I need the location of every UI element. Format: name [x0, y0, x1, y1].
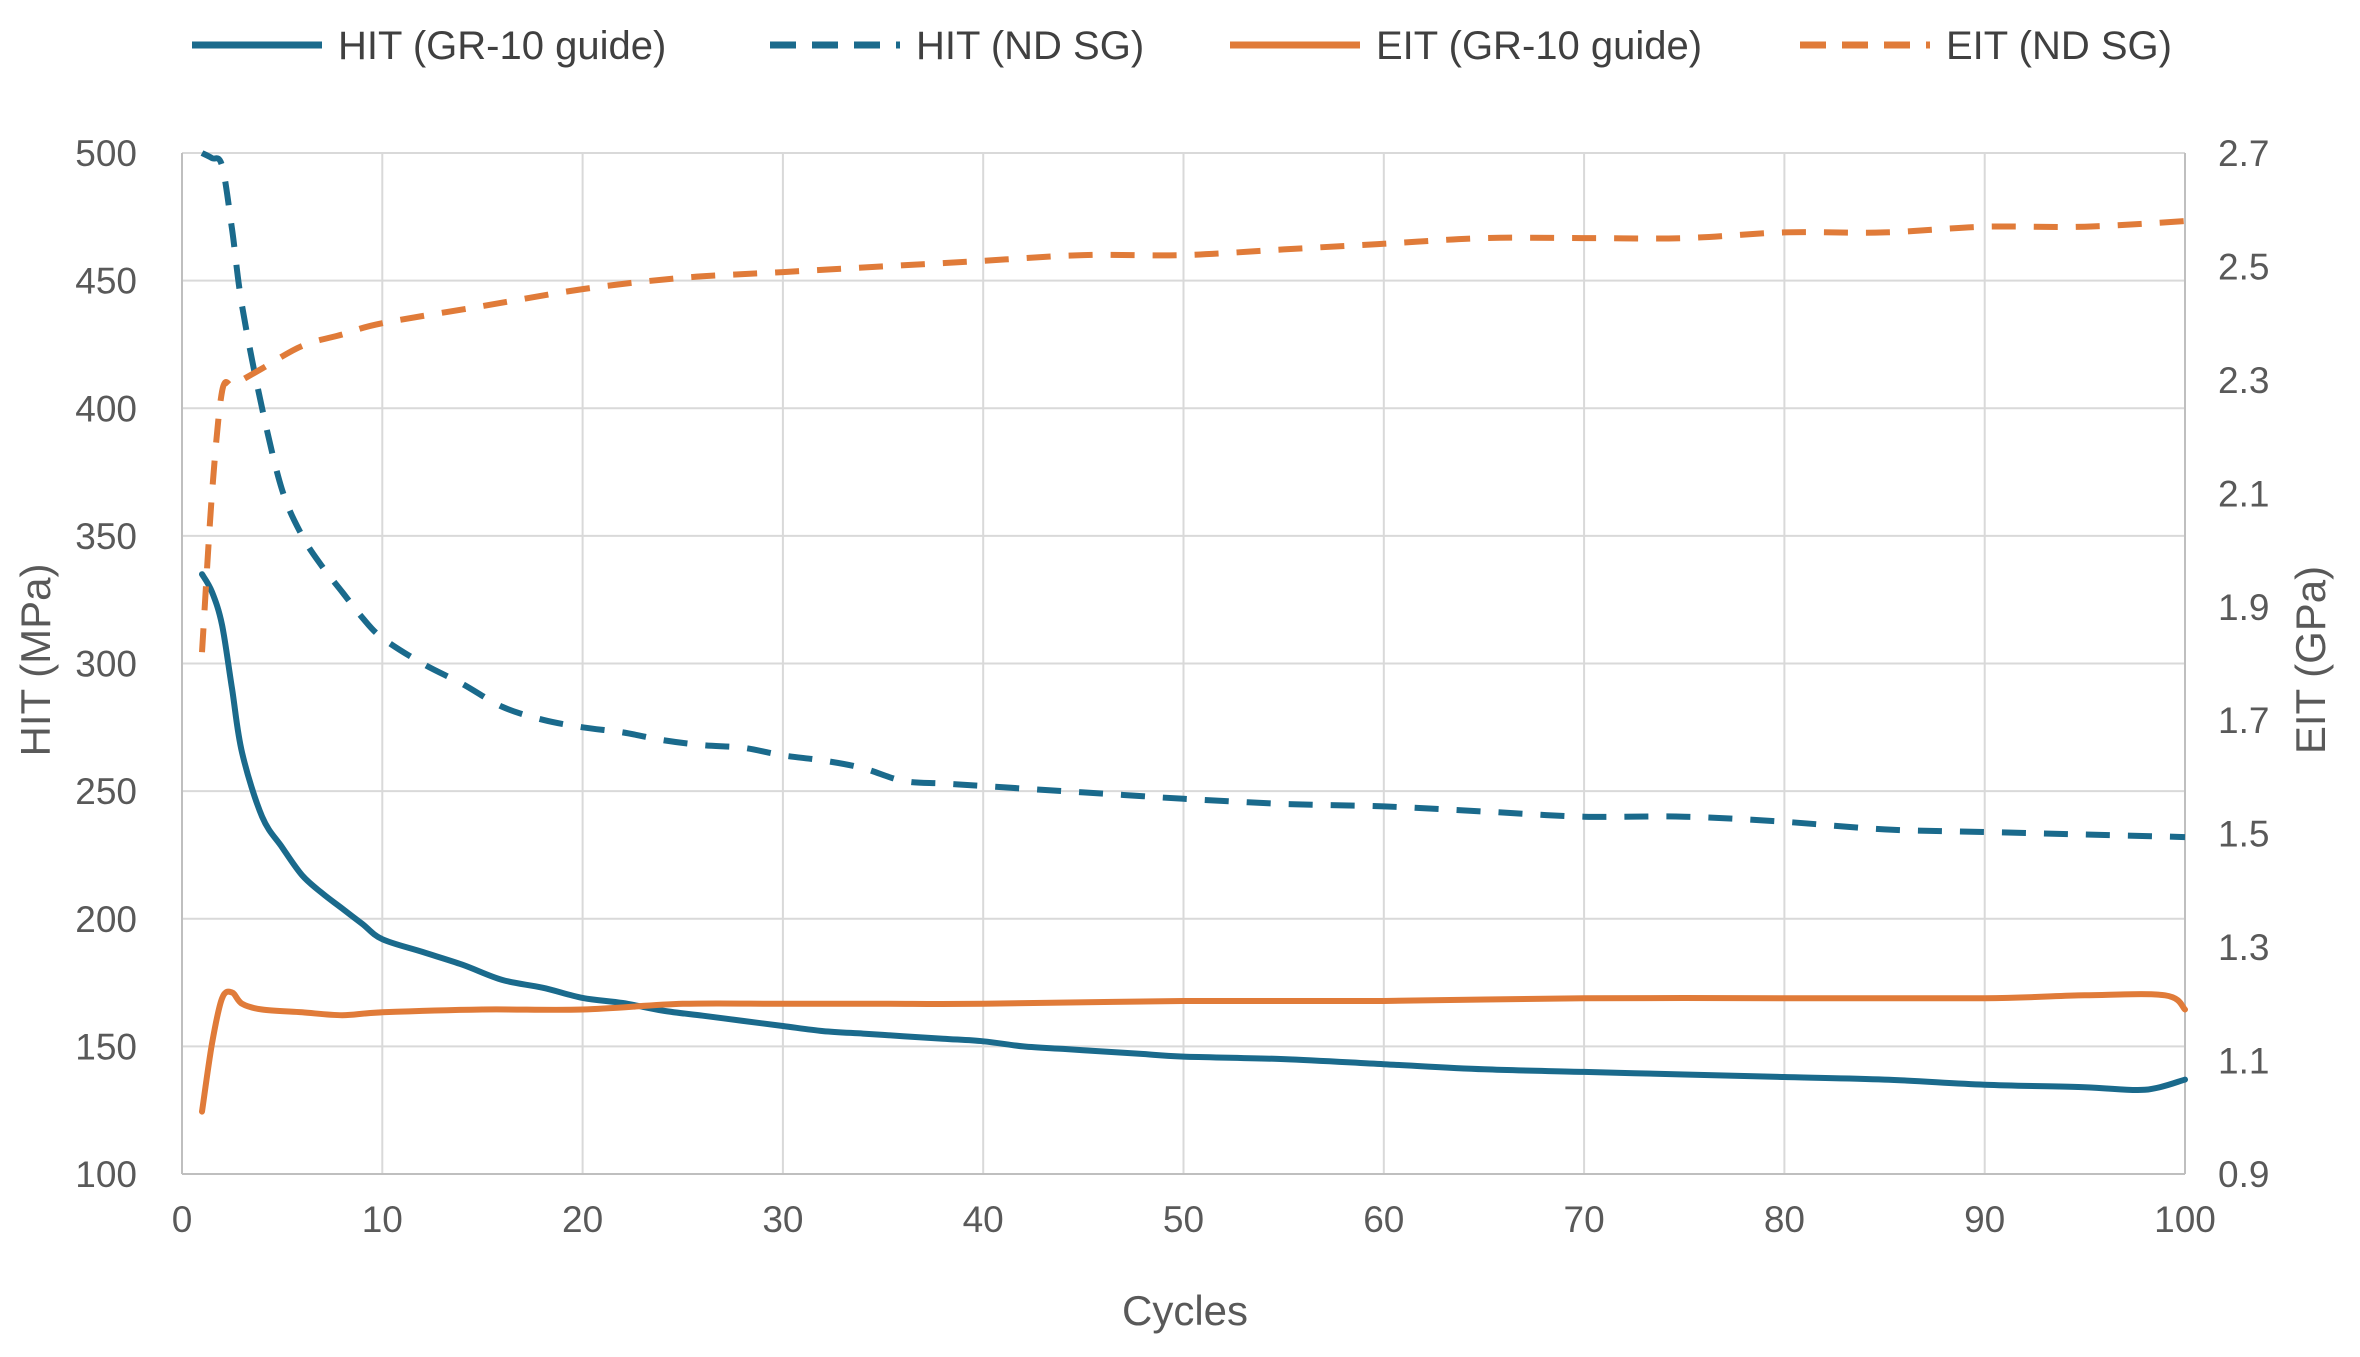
series-lines: [199, 150, 2188, 1115]
y-tick-label: 250: [75, 771, 137, 812]
y2-tick-label: 1.3: [2218, 927, 2269, 968]
series-hit-gr10-line: [199, 571, 2188, 1094]
x-tick-label: 80: [1764, 1199, 1805, 1240]
legend-item-hit-ndsg: HIT (ND SG): [770, 24, 1144, 68]
x-tick-label: 0: [172, 1199, 193, 1240]
legend-label-eit-gr10: EIT (GR-10 guide): [1376, 24, 1702, 68]
y2-tick-label: 1.5: [2218, 814, 2269, 855]
y2-tick-label: 0.9: [2218, 1154, 2269, 1195]
tick-labels: 0 10 20 30 40 50 60 70 80 90 100 100 150 200 250 300 350…: [75, 133, 2269, 1240]
series-eit-ndsg-line: [199, 218, 2186, 653]
y-tick-label: 150: [75, 1026, 137, 1067]
y-tick-label: 500: [75, 133, 137, 174]
y-tick-label: 200: [75, 899, 137, 940]
x-tick-label: 40: [963, 1199, 1004, 1240]
y2-tick-label: 1.7: [2218, 700, 2269, 741]
gridlines: [181, 152, 2186, 1175]
legend-item-eit-ndsg: EIT (ND SG): [1800, 24, 2172, 68]
x-tick-label: 30: [762, 1199, 803, 1240]
y2-tick-label: 1.9: [2218, 587, 2269, 628]
y2-tick-label: 2.5: [2218, 246, 2269, 287]
legend-item-hit-gr10: HIT (GR-10 guide): [192, 24, 666, 68]
y-tick-label: 400: [75, 388, 137, 429]
legend: HIT (GR-10 guide) HIT (ND SG) EIT (GR-10…: [192, 24, 2172, 68]
y-axis-title: HIT (MPa): [12, 564, 59, 757]
x-tick-label: 60: [1363, 1199, 1404, 1240]
series-hit-ndsg-line: [200, 150, 2186, 841]
y2-tick-label: 2.7: [2218, 133, 2269, 174]
x-axis-title: Cycles: [1122, 1287, 1248, 1334]
y-tick-label: 450: [75, 261, 137, 302]
y-tick-label: 300: [75, 644, 137, 685]
y-tick-label: 350: [75, 516, 137, 557]
x-tick-label: 20: [562, 1199, 603, 1240]
legend-label-hit-ndsg: HIT (ND SG): [916, 24, 1144, 68]
y-tick-label: 100: [75, 1154, 137, 1195]
y2-tick-label: 2.3: [2218, 360, 2269, 401]
x-tick-label: 50: [1163, 1199, 1204, 1240]
legend-label-eit-ndsg: EIT (ND SG): [1946, 24, 2172, 68]
x-tick-label: 10: [362, 1199, 403, 1240]
legend-item-eit-gr10: EIT (GR-10 guide): [1230, 24, 1702, 68]
series-eit-gr10-line: [199, 988, 2188, 1115]
legend-label-hit-gr10: HIT (GR-10 guide): [338, 24, 666, 68]
y2-axis-title: EIT (GPa): [2287, 566, 2334, 754]
x-tick-label: 100: [2154, 1199, 2216, 1240]
y2-tick-label: 1.1: [2218, 1041, 2269, 1082]
x-tick-label: 90: [1964, 1199, 2005, 1240]
y2-tick-label: 2.1: [2218, 473, 2269, 514]
x-tick-label: 70: [1564, 1199, 1605, 1240]
axes: [181, 153, 2186, 1175]
